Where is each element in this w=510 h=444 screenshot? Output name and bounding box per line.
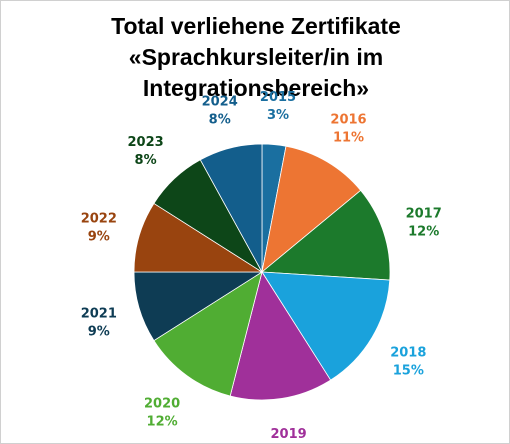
pie-label-2017: 2017 12% bbox=[406, 207, 442, 240]
pie-label-2015: 2015 3% bbox=[260, 90, 296, 123]
pie-label-year: 2021 bbox=[81, 306, 117, 321]
pie-label-percent: 9% bbox=[88, 230, 110, 245]
pie-label-percent: 8% bbox=[209, 112, 231, 127]
pie-label-percent: 9% bbox=[88, 324, 110, 339]
pie-label-year: 2024 bbox=[202, 94, 238, 109]
pie-label-percent: 12% bbox=[147, 415, 178, 430]
pie-label-2021: 2021 9% bbox=[81, 306, 117, 339]
pie-label-year: 2018 bbox=[390, 346, 426, 361]
pie-label-2019: 201913% bbox=[271, 427, 307, 444]
pie-label-percent: 3% bbox=[267, 108, 289, 123]
pie-label-percent: 11% bbox=[333, 131, 364, 146]
pie-label-percent: 12% bbox=[408, 225, 439, 240]
pie-label-year: 2022 bbox=[81, 212, 117, 227]
pie-label-percent: 8% bbox=[135, 153, 157, 168]
pie-label-year: 2015 bbox=[260, 90, 296, 105]
pie-label-percent: 15% bbox=[393, 364, 424, 379]
pie-label-2023: 2023 8% bbox=[128, 135, 164, 168]
pie-label-2018: 2018 15% bbox=[390, 346, 426, 379]
pie-label-year: 2020 bbox=[144, 397, 180, 412]
pie-label-year: 2017 bbox=[406, 207, 442, 222]
pie-label-year: 2019 bbox=[271, 427, 307, 442]
pie-label-year: 2016 bbox=[330, 113, 366, 128]
pie-label-year: 2023 bbox=[128, 135, 164, 150]
pie-label-2020: 2020 12% bbox=[144, 397, 180, 430]
pie-label-2024: 2024 8% bbox=[202, 94, 238, 127]
pie-label-2016: 2016 11% bbox=[330, 113, 366, 146]
pie-label-2022: 2022 9% bbox=[81, 212, 117, 245]
